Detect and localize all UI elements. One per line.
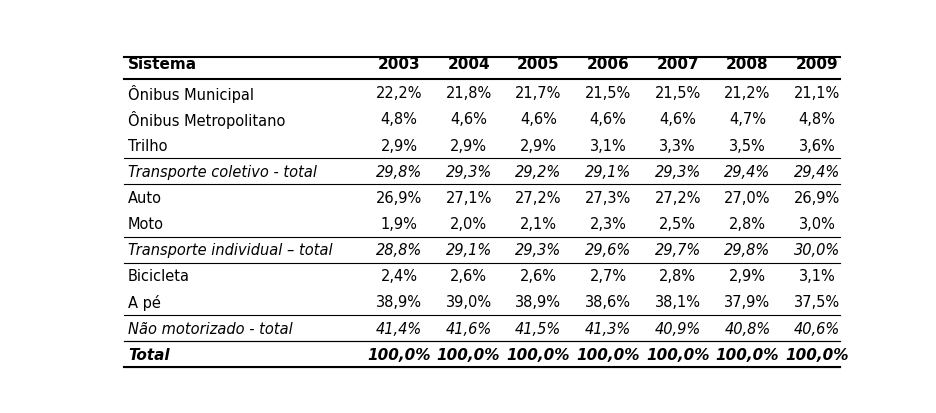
Text: 2009: 2009 bbox=[795, 57, 838, 71]
Text: 2,7%: 2,7% bbox=[589, 269, 626, 284]
Text: 41,6%: 41,6% bbox=[445, 321, 491, 336]
Text: 2004: 2004 bbox=[446, 57, 490, 71]
Text: 2,8%: 2,8% bbox=[659, 269, 695, 284]
Text: 4,6%: 4,6% bbox=[449, 112, 487, 127]
Text: 3,5%: 3,5% bbox=[728, 138, 765, 153]
Text: 29,4%: 29,4% bbox=[724, 164, 769, 179]
Text: 2,1%: 2,1% bbox=[519, 216, 556, 232]
Text: 2008: 2008 bbox=[725, 57, 768, 71]
Text: 2,8%: 2,8% bbox=[728, 216, 765, 232]
Text: Não motorizado - total: Não motorizado - total bbox=[128, 321, 292, 336]
Text: 29,1%: 29,1% bbox=[445, 242, 491, 258]
Text: 4,8%: 4,8% bbox=[797, 112, 835, 127]
Text: 21,7%: 21,7% bbox=[515, 86, 561, 101]
Text: 21,5%: 21,5% bbox=[584, 86, 631, 101]
Text: 1,9%: 1,9% bbox=[380, 216, 417, 232]
Text: 21,8%: 21,8% bbox=[445, 86, 491, 101]
Text: Bicicleta: Bicicleta bbox=[128, 269, 190, 284]
Text: Trilho: Trilho bbox=[128, 138, 168, 153]
Text: 29,7%: 29,7% bbox=[654, 242, 700, 258]
Text: 2,4%: 2,4% bbox=[380, 269, 417, 284]
Text: 2,3%: 2,3% bbox=[589, 216, 626, 232]
Text: 40,6%: 40,6% bbox=[793, 321, 840, 336]
Text: Auto: Auto bbox=[128, 190, 162, 205]
Text: 2,0%: 2,0% bbox=[449, 216, 487, 232]
Text: 38,6%: 38,6% bbox=[584, 295, 630, 310]
Text: Ônibus Municipal: Ônibus Municipal bbox=[128, 85, 254, 102]
Text: 3,6%: 3,6% bbox=[797, 138, 835, 153]
Text: 100,0%: 100,0% bbox=[784, 347, 848, 362]
Text: 2,9%: 2,9% bbox=[449, 138, 487, 153]
Text: 29,6%: 29,6% bbox=[584, 242, 631, 258]
Text: 4,6%: 4,6% bbox=[659, 112, 695, 127]
Text: Moto: Moto bbox=[128, 216, 164, 232]
Text: 40,8%: 40,8% bbox=[724, 321, 769, 336]
Text: 2,6%: 2,6% bbox=[519, 269, 556, 284]
Text: 2005: 2005 bbox=[517, 57, 559, 71]
Text: 4,6%: 4,6% bbox=[589, 112, 626, 127]
Text: 40,9%: 40,9% bbox=[654, 321, 700, 336]
Text: 3,0%: 3,0% bbox=[797, 216, 835, 232]
Text: 4,6%: 4,6% bbox=[519, 112, 556, 127]
Text: 22,2%: 22,2% bbox=[375, 86, 422, 101]
Text: 2,9%: 2,9% bbox=[519, 138, 556, 153]
Text: 26,9%: 26,9% bbox=[793, 190, 840, 205]
Text: 41,3%: 41,3% bbox=[584, 321, 631, 336]
Text: 29,3%: 29,3% bbox=[445, 164, 491, 179]
Text: 2,6%: 2,6% bbox=[449, 269, 487, 284]
Text: 27,1%: 27,1% bbox=[445, 190, 491, 205]
Text: 21,1%: 21,1% bbox=[793, 86, 840, 101]
Text: 38,9%: 38,9% bbox=[515, 295, 561, 310]
Text: Transporte individual – total: Transporte individual – total bbox=[128, 242, 332, 258]
Text: 29,4%: 29,4% bbox=[793, 164, 840, 179]
Text: 28,8%: 28,8% bbox=[375, 242, 421, 258]
Text: 2,9%: 2,9% bbox=[728, 269, 765, 284]
Text: A pé: A pé bbox=[128, 294, 161, 310]
Text: 100,0%: 100,0% bbox=[645, 347, 709, 362]
Text: 39,0%: 39,0% bbox=[445, 295, 491, 310]
Text: 41,4%: 41,4% bbox=[375, 321, 421, 336]
Text: 27,2%: 27,2% bbox=[653, 190, 700, 205]
Text: 21,2%: 21,2% bbox=[724, 86, 769, 101]
Text: 29,3%: 29,3% bbox=[515, 242, 561, 258]
Text: 27,0%: 27,0% bbox=[724, 190, 770, 205]
Text: 4,7%: 4,7% bbox=[728, 112, 765, 127]
Text: 3,3%: 3,3% bbox=[659, 138, 695, 153]
Text: 29,8%: 29,8% bbox=[375, 164, 421, 179]
Text: 2,9%: 2,9% bbox=[380, 138, 417, 153]
Text: 29,1%: 29,1% bbox=[584, 164, 631, 179]
Text: 38,9%: 38,9% bbox=[375, 295, 421, 310]
Text: 21,5%: 21,5% bbox=[654, 86, 700, 101]
Text: 41,5%: 41,5% bbox=[515, 321, 561, 336]
Text: Total: Total bbox=[128, 347, 169, 362]
Text: 27,2%: 27,2% bbox=[515, 190, 561, 205]
Text: 100,0%: 100,0% bbox=[506, 347, 569, 362]
Text: 2007: 2007 bbox=[656, 57, 698, 71]
Text: 3,1%: 3,1% bbox=[589, 138, 626, 153]
Text: 29,3%: 29,3% bbox=[654, 164, 700, 179]
Text: 37,9%: 37,9% bbox=[724, 295, 769, 310]
Text: 38,1%: 38,1% bbox=[654, 295, 700, 310]
Text: 27,3%: 27,3% bbox=[584, 190, 631, 205]
Text: 26,9%: 26,9% bbox=[375, 190, 421, 205]
Text: 100,0%: 100,0% bbox=[715, 347, 779, 362]
Text: 100,0%: 100,0% bbox=[576, 347, 639, 362]
Text: Sistema: Sistema bbox=[128, 57, 197, 71]
Text: 4,8%: 4,8% bbox=[380, 112, 417, 127]
Text: 29,8%: 29,8% bbox=[724, 242, 769, 258]
Text: 2006: 2006 bbox=[586, 57, 629, 71]
Text: 37,5%: 37,5% bbox=[793, 295, 840, 310]
Text: 100,0%: 100,0% bbox=[436, 347, 500, 362]
Text: Transporte coletivo - total: Transporte coletivo - total bbox=[128, 164, 316, 179]
Text: 2003: 2003 bbox=[377, 57, 419, 71]
Text: 30,0%: 30,0% bbox=[793, 242, 840, 258]
Text: Ônibus Metropolitano: Ônibus Metropolitano bbox=[128, 111, 285, 129]
Text: 29,2%: 29,2% bbox=[515, 164, 561, 179]
Text: 100,0%: 100,0% bbox=[367, 347, 431, 362]
Text: 2,5%: 2,5% bbox=[659, 216, 695, 232]
Text: 3,1%: 3,1% bbox=[797, 269, 835, 284]
